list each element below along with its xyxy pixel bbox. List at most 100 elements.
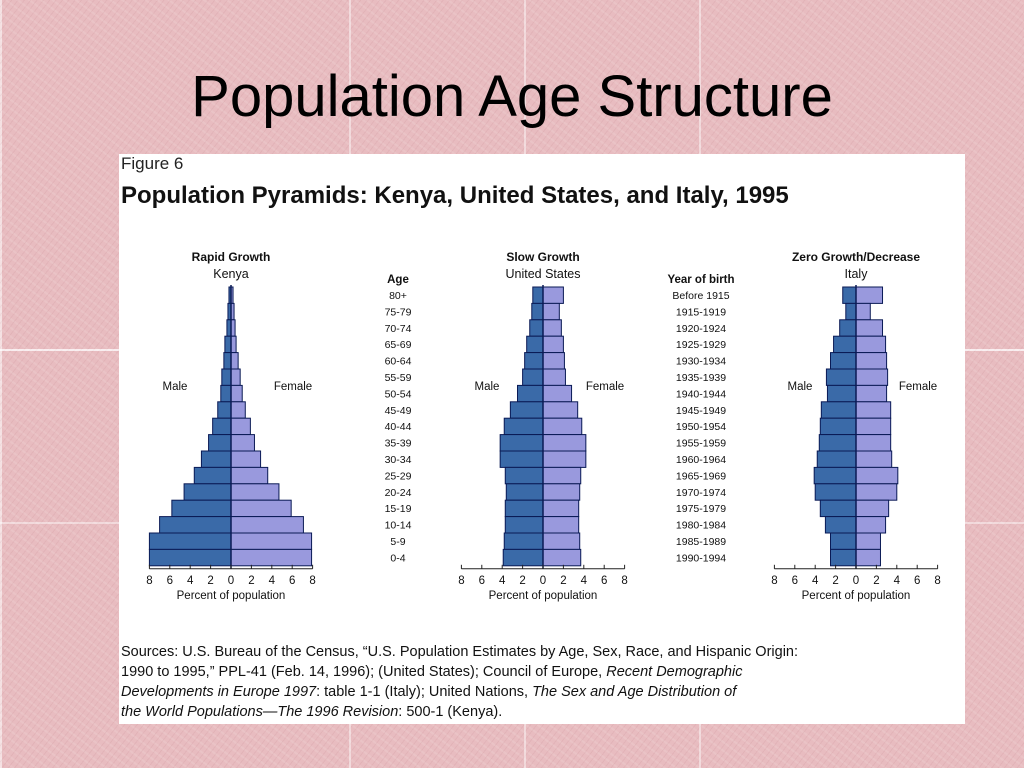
male-bar	[183, 483, 232, 501]
female-bar	[542, 368, 566, 386]
female-bar	[230, 335, 237, 354]
x-tick-label: 2	[873, 575, 879, 587]
birth-year-label: 1925-1929	[676, 339, 726, 351]
male-bar	[845, 302, 857, 321]
x-tick-label: 8	[146, 575, 152, 587]
male-bar	[816, 450, 857, 468]
female-bar	[230, 466, 269, 485]
female-bar	[230, 434, 255, 452]
female-bar	[542, 466, 582, 485]
slide-title: Population Age Structure	[191, 64, 833, 129]
female-bar	[542, 548, 582, 567]
x-tick-label: 6	[914, 575, 920, 587]
age-group-label: 65-69	[385, 339, 412, 351]
female-bar	[542, 532, 581, 550]
male-bar	[819, 417, 857, 436]
female-bar	[542, 335, 564, 354]
male-bar	[825, 368, 857, 386]
age-group-label: 15-19	[385, 503, 412, 515]
male-label: Male	[788, 381, 813, 393]
female-bar	[230, 450, 262, 468]
male-bar	[839, 319, 857, 337]
female-bar	[855, 384, 888, 403]
female-bar	[230, 352, 239, 370]
x-tick-label: 4	[581, 575, 588, 587]
female-bar	[542, 483, 581, 501]
female-bar	[855, 319, 884, 337]
female-bar	[855, 516, 887, 534]
female-bar	[855, 548, 881, 567]
birth-year-label: 1980-1984	[676, 520, 726, 532]
female-bar	[542, 417, 583, 436]
male-bar	[193, 466, 232, 485]
male-bar	[833, 335, 857, 354]
female-bar	[855, 368, 889, 386]
male-bar	[830, 352, 857, 370]
female-bar	[230, 499, 292, 518]
x-tick-label: 6	[167, 575, 173, 587]
x-tick-label: 4	[894, 575, 901, 587]
x-tick-label: 2	[207, 575, 213, 587]
male-bar	[830, 548, 857, 567]
male-bar	[522, 368, 544, 386]
sources-line: 1990 to 1995,” PPL-41 (Feb. 14, 1996); (…	[121, 664, 743, 680]
male-bar	[830, 532, 857, 550]
birth-year-label: 1915-1919	[676, 306, 726, 318]
age-column-header: Age	[387, 274, 409, 286]
female-bar	[855, 532, 881, 550]
female-bar	[542, 499, 580, 518]
male-bar	[824, 516, 857, 534]
male-bar	[504, 499, 544, 518]
male-bar	[813, 466, 857, 485]
male-bar	[504, 516, 544, 534]
female-bar	[542, 401, 579, 419]
x-tick-label: 6	[601, 575, 607, 587]
age-group-label: 30-34	[385, 454, 412, 466]
x-tick-label: 2	[560, 575, 566, 587]
male-bar	[532, 286, 544, 304]
x-tick-label: 6	[792, 575, 798, 587]
sources-line: the World Populations—The 1996 Revision:…	[121, 704, 503, 720]
male-bar	[503, 417, 544, 436]
pyramid-heading: Slow Growth	[506, 250, 579, 264]
birth-year-label: 1935-1939	[676, 372, 726, 384]
male-label: Male	[475, 381, 500, 393]
pyramid-heading: Rapid Growth	[192, 250, 271, 264]
female-bar	[855, 499, 890, 518]
male-bar	[502, 548, 544, 567]
male-bar	[220, 384, 232, 403]
x-axis-title: Percent of population	[177, 590, 286, 602]
male-bar	[531, 302, 544, 321]
female-bar	[855, 286, 884, 304]
birth-year-label: 1970-1974	[676, 487, 726, 499]
birth-year-label: 1960-1964	[676, 454, 726, 466]
birth-year-label: 1940-1944	[676, 388, 726, 400]
birth-year-label: 1920-1924	[676, 323, 726, 335]
x-tick-label: 8	[458, 575, 464, 587]
male-bar	[208, 434, 232, 452]
birth-year-label: 1945-1949	[676, 405, 726, 417]
year-of-birth-header: Year of birth	[667, 274, 734, 286]
female-bar	[230, 401, 246, 419]
female-bar	[230, 417, 251, 436]
male-bar	[503, 532, 544, 550]
age-group-label: 70-74	[385, 323, 412, 335]
male-bar	[224, 335, 232, 354]
male-bar	[499, 450, 544, 468]
birth-year-label: Before 1915	[672, 290, 729, 302]
birth-year-label: 1990-1994	[676, 552, 726, 564]
pyramid-country-label: Italy	[845, 267, 869, 281]
x-tick-label: 4	[269, 575, 276, 587]
male-label: Male	[163, 381, 188, 393]
female-bar	[542, 319, 562, 337]
x-tick-label: 8	[934, 575, 940, 587]
birth-year-label: 1965-1969	[676, 470, 726, 482]
female-bar	[542, 286, 564, 304]
female-bar	[230, 548, 313, 567]
pyramid-country-label: United States	[505, 267, 580, 281]
age-group-label: 80+	[389, 290, 407, 302]
female-bar	[855, 434, 892, 452]
female-bar	[855, 417, 892, 436]
x-tick-label: 2	[832, 575, 838, 587]
birth-year-label: 1955-1959	[676, 438, 726, 450]
